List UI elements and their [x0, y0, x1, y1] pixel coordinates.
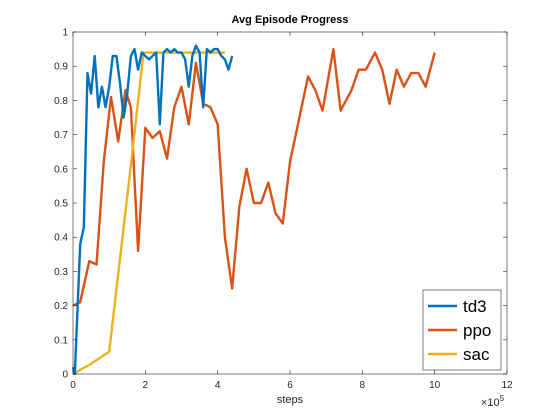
legend: td3 ppo sac	[422, 289, 502, 371]
x-tick-label: 12	[501, 380, 513, 391]
y-tick-label: 0.3	[54, 267, 68, 278]
x-tick-label: 2	[143, 380, 149, 391]
x-tick-label: 6	[287, 380, 293, 391]
legend-label-td3: td3	[463, 297, 487, 316]
series-line-td3	[71, 44, 234, 376]
legend-label-ppo: ppo	[463, 321, 491, 340]
x-axis-title: steps	[277, 394, 304, 406]
x-tick-label: 8	[360, 380, 366, 391]
series-line-ppo	[72, 47, 436, 307]
x-tick-label: 0	[70, 380, 76, 391]
y-tick-label: 0.9	[54, 62, 68, 73]
y-tick-label: 1	[62, 28, 68, 39]
y-tick-label: 0	[62, 370, 68, 381]
y-tick-label: 0.7	[54, 130, 68, 141]
x-tick-label: 10	[429, 380, 441, 391]
series-line-sac	[72, 51, 225, 376]
y-axis-ticks: 0 0.1 0.2 0.3 0.4 0.5 0.6 0.7 0.8 0.9 1	[54, 28, 507, 381]
x-tick-label: 4	[215, 380, 221, 391]
y-tick-label: 0.5	[54, 199, 68, 210]
series-layer	[71, 44, 436, 376]
y-tick-label: 0.8	[54, 96, 68, 107]
y-tick-label: 0.4	[54, 233, 68, 244]
x-exponent-base: ×10	[481, 397, 500, 409]
x-axis-ticks: 0 2 4 6 8 10 12	[70, 32, 513, 391]
chart-title: Avg Episode Progress	[232, 14, 349, 26]
legend-label-sac: sac	[463, 345, 490, 364]
y-tick-label: 0.1	[54, 335, 68, 346]
y-tick-label: 0.6	[54, 164, 68, 175]
y-tick-label: 0.2	[54, 301, 68, 312]
x-exponent-power: 5	[500, 394, 505, 403]
x-axis-exponent: ×105	[481, 394, 505, 409]
